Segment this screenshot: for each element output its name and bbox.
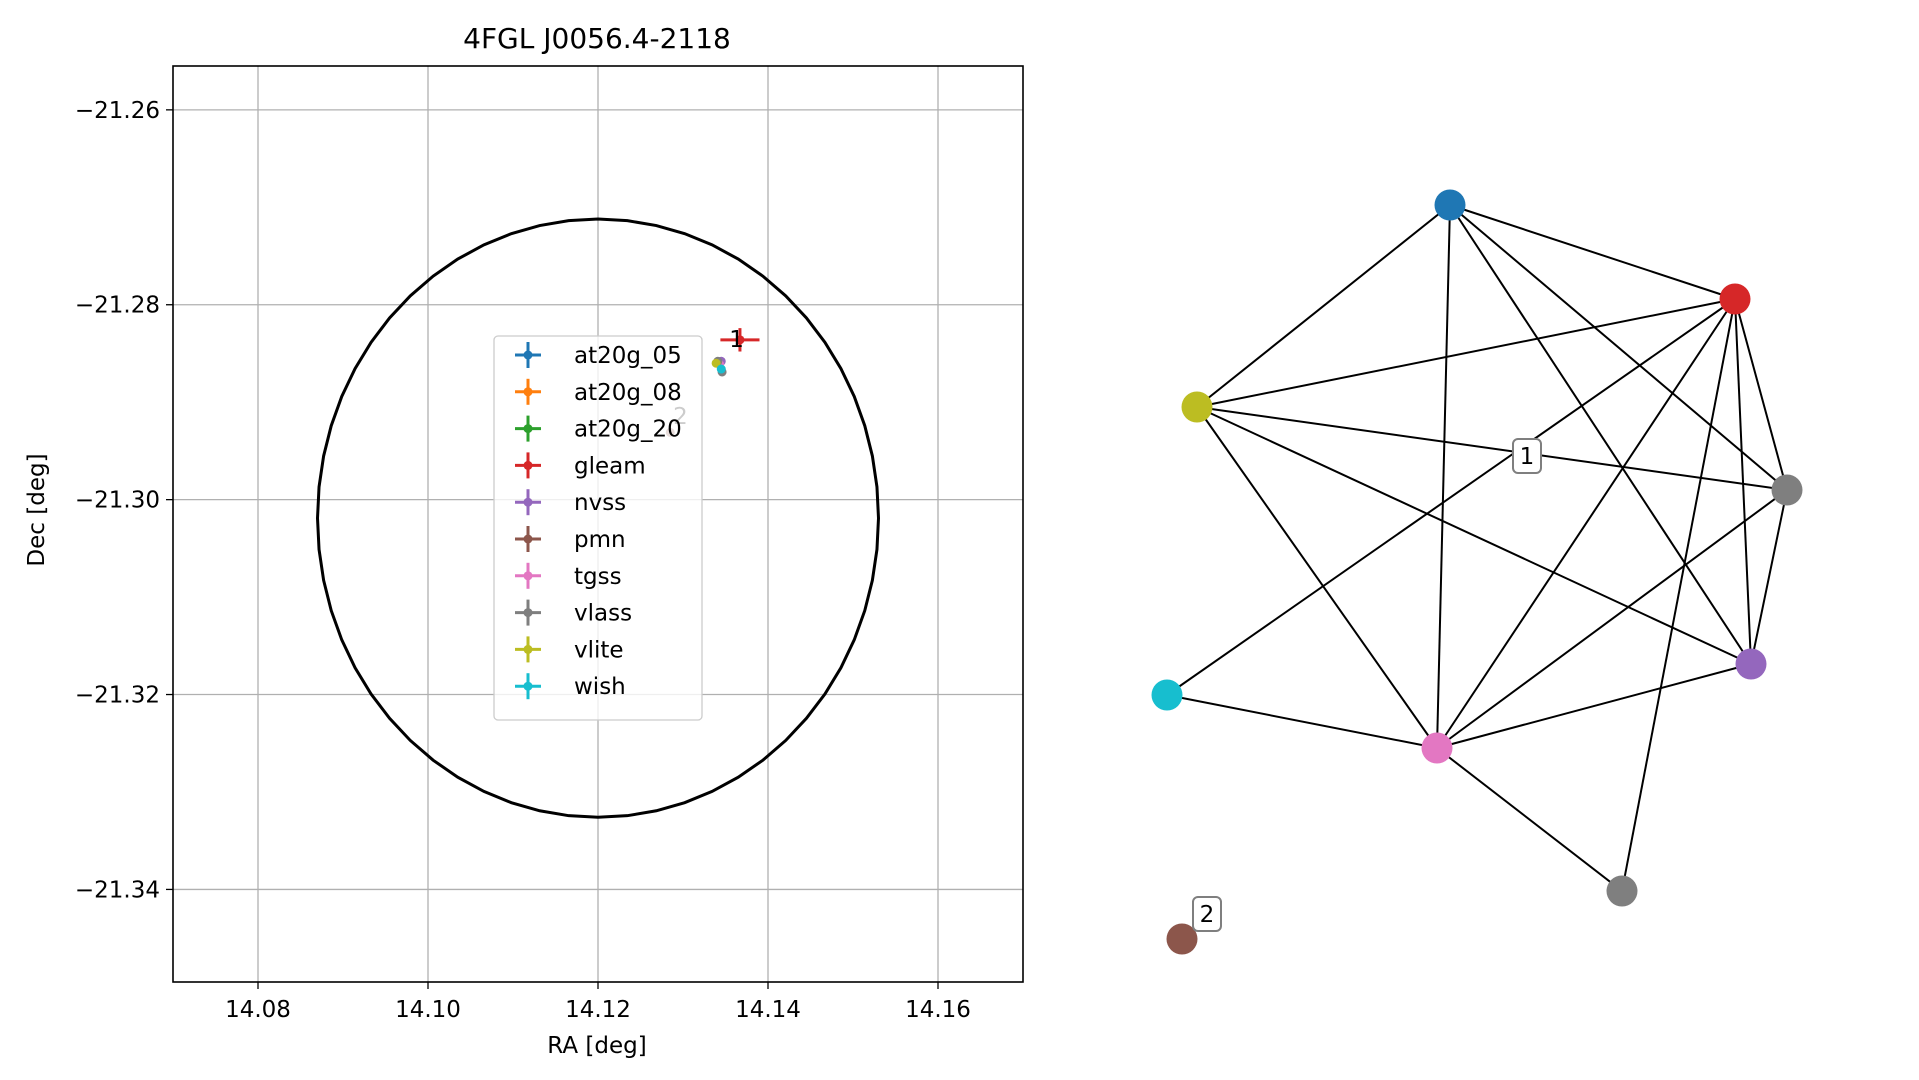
point-vlite-0 (711, 358, 721, 368)
edge-n_red-n_purple (1734, 298, 1752, 665)
error-ellipse (315, 217, 881, 819)
legend-label: gleam (574, 453, 646, 479)
marker (716, 364, 726, 374)
legend-marker (523, 534, 533, 544)
legend-label: pmn (574, 527, 626, 553)
legend-entry-at20g_20: at20g_20 (515, 415, 682, 443)
edge-n_red-n_olive (1196, 298, 1736, 408)
edge-n_purple-n_pink (1436, 663, 1752, 749)
edge-n_red-n_pink (1436, 298, 1736, 749)
legend-label: at20g_08 (574, 380, 682, 406)
edge-n_blue-n_pink (1436, 204, 1451, 749)
network-label-1: 1 (1512, 438, 1542, 474)
node-olive (1181, 391, 1213, 423)
legend-entry-vlite: vlite (515, 636, 624, 663)
legend-box (493, 335, 703, 721)
node-brown (1166, 923, 1198, 955)
edge-n_pink-n_gray_bottom (1436, 747, 1623, 892)
legend-marker (523, 681, 533, 691)
y-tick-label-0: −21.26 (75, 98, 160, 124)
legend-label: wish (574, 674, 626, 700)
x-tick-label-0: 14.08 (225, 997, 291, 1023)
edge-n_olive-n_pink (1196, 406, 1438, 749)
y-tick-label-1: −21.28 (75, 293, 160, 319)
x-tick-label-1: 14.10 (395, 997, 461, 1023)
edge-n_olive-n_gray_right (1196, 406, 1788, 491)
node-purple (1735, 648, 1767, 680)
legend-marker (523, 497, 533, 507)
annotation-1: 1 (729, 327, 744, 353)
edge-n_blue-n_red (1449, 204, 1736, 300)
edge-n_gray_right-n_pink (1436, 489, 1788, 749)
edge-n_red-n_gray_bottom (1621, 298, 1736, 892)
node-red (1719, 283, 1751, 315)
node-pink (1421, 732, 1453, 764)
legend-marker (523, 571, 533, 581)
marker (711, 358, 721, 368)
legend-entry-at20g_05: at20g_05 (515, 342, 682, 369)
legend-entry-wish: wish (515, 673, 626, 700)
point-gleam-0 (720, 328, 760, 352)
marker (735, 335, 745, 345)
legend-marker (523, 460, 533, 470)
legend-label: at20g_20 (574, 417, 682, 443)
node-gray-right (1771, 474, 1803, 506)
network-graph: 12 (1151, 189, 1803, 955)
label-text: 1 (1520, 444, 1535, 470)
legend-entry-pmn: pmn (515, 526, 626, 553)
x-ticks: 14.08 14.10 14.12 14.14 14.16 (225, 982, 971, 1023)
y-ticks: −21.26 −21.28 −21.30 −21.32 −21.34 (75, 98, 173, 903)
legend-marker (523, 387, 533, 397)
edge-n_red-n_gray_right (1734, 298, 1788, 491)
point-wish-0 (716, 364, 726, 374)
legend-entry-at20g_08: at20g_08 (515, 378, 682, 406)
node-blue (1434, 189, 1466, 221)
x-tick-label-4: 14.16 (905, 997, 971, 1023)
label-box (1192, 896, 1222, 932)
y-tick-label-2: −21.30 (75, 488, 160, 514)
y-axis-label: Dec [deg] (24, 453, 50, 566)
x-tick-label-3: 14.14 (735, 997, 801, 1023)
x-axis-label: RA [deg] (547, 1033, 646, 1059)
data-points (665, 328, 760, 437)
edge-n_blue-n_olive (1196, 204, 1451, 408)
legend-entry-tgss: tgss (515, 562, 622, 590)
edge-n_cyan-n_pink (1166, 694, 1438, 749)
edge-n_gray_right-n_purple (1750, 489, 1788, 665)
legend-entry-nvss: nvss (515, 489, 626, 516)
node-gray-bottom (1606, 875, 1638, 907)
label-text: 2 (1200, 902, 1215, 928)
legend-label: at20g_05 (574, 343, 682, 369)
y-tick-label-3: −21.32 (75, 683, 160, 709)
legend-entry-vlass: vlass (515, 599, 632, 627)
legend-marker (523, 644, 533, 654)
node-cyan (1151, 679, 1183, 711)
error-ellipse-group (315, 217, 881, 819)
network-nodes (1151, 189, 1803, 955)
legend-label: nvss (574, 490, 626, 516)
x-tick-label-2: 14.12 (565, 997, 631, 1023)
edge-n_red-n_cyan (1166, 298, 1736, 696)
network-labels: 12 (1192, 438, 1542, 932)
network-label-2: 2 (1192, 896, 1222, 932)
edge-n_blue-n_gray_right (1449, 204, 1788, 491)
legend-marker (523, 350, 533, 360)
label-box (1512, 438, 1542, 474)
y-tick-label-4: −21.34 (75, 877, 160, 903)
legend-marker (523, 608, 533, 618)
edge-n_olive-n_purple (1196, 406, 1752, 665)
legend-label: vlass (574, 601, 632, 627)
edge-n_blue-n_purple (1449, 204, 1752, 665)
legend-label: tgss (574, 564, 622, 590)
network-edges (1166, 204, 1788, 892)
legend-marker (523, 424, 533, 434)
legend-entry-gleam: gleam (515, 452, 646, 479)
legend-label: vlite (574, 637, 624, 663)
chart-title: 4FGL J0056.4-2118 (463, 22, 731, 55)
